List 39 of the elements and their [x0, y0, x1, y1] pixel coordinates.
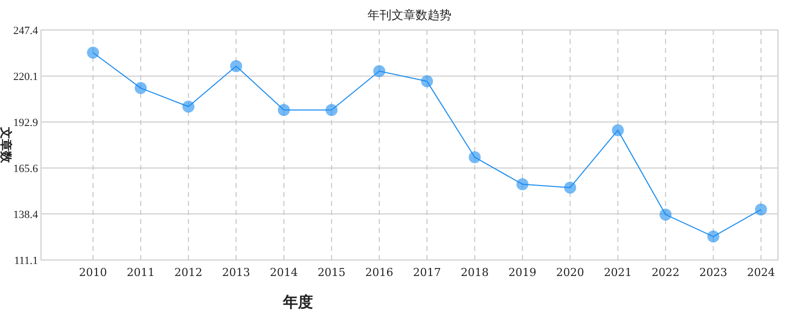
point	[755, 204, 767, 216]
point	[373, 65, 386, 78]
x-tick-label: 2012	[174, 266, 202, 279]
y-tick-label: 247.4	[13, 25, 38, 37]
x-tick-label: 2024	[747, 266, 775, 279]
y-tick-label: 165.6	[13, 163, 38, 176]
point	[707, 230, 720, 243]
point	[134, 82, 147, 94]
x-axis-title: 年度	[282, 293, 313, 311]
point	[182, 100, 194, 113]
y-axis-title: 文章数	[0, 126, 13, 164]
x-tick-label: 2010	[79, 266, 107, 279]
x-tick-label: 2021	[604, 266, 632, 279]
point	[516, 178, 528, 190]
point	[421, 75, 433, 88]
x-tick-label: 2020	[556, 266, 584, 279]
x-tick-label: 2019	[508, 266, 536, 279]
x-tick-label: 2015	[318, 266, 346, 279]
x-tick-label: 2016	[365, 266, 394, 279]
x-tick-label: 2022	[652, 266, 680, 279]
point	[660, 208, 672, 221]
x-tick-label: 2011	[126, 266, 155, 279]
y-tick-label: 138.4	[13, 208, 38, 221]
y-tick-label: 111.1	[14, 255, 38, 267]
point	[564, 182, 576, 194]
y-tick-label: 192.9	[13, 116, 38, 129]
chart-title: 年刊文章数趋势	[368, 8, 452, 22]
point	[612, 124, 624, 136]
x-tick-label: 2013	[222, 266, 250, 279]
x-tick-label: 2014	[270, 266, 298, 279]
point	[230, 60, 242, 72]
x-tick-label: 2023	[699, 266, 728, 279]
point	[278, 104, 290, 116]
y-tick-label: 220.1	[13, 71, 38, 84]
point	[326, 104, 338, 116]
point	[468, 151, 481, 164]
x-tick-label: 2017	[413, 266, 441, 279]
point	[87, 46, 99, 59]
x-tick-label: 2018	[460, 266, 489, 279]
